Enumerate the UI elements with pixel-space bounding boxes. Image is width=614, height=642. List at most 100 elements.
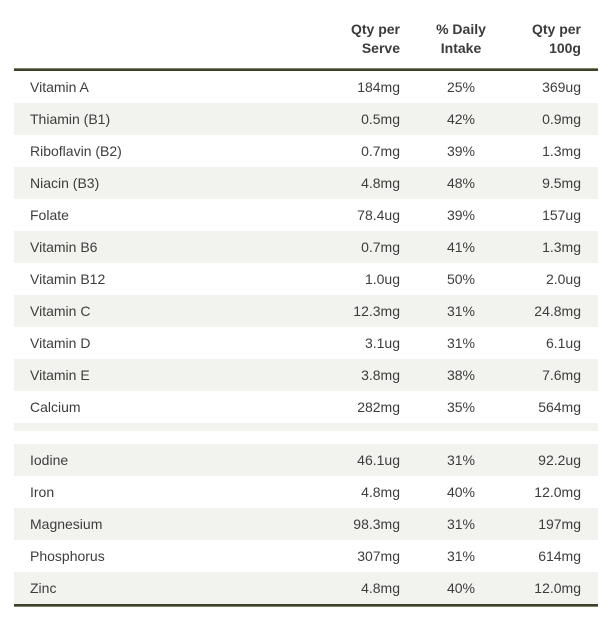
daily-intake: 41% (446, 239, 476, 255)
nutrient-name: Folate (30, 207, 69, 223)
table-row: Vitamin C 12.3mg 31% 24.8mg (14, 295, 598, 327)
table-top-rule (14, 68, 598, 71)
vitamins-table: Vitamin A 184mg 25% 369ug Thiamin (B1) 0… (14, 71, 598, 431)
qty-per-serve: 307mg (357, 548, 400, 564)
spacer-cell (14, 423, 598, 431)
minerals-table: Iodine 46.1ug 31% 92.2ug Iron 4.8mg 40% … (14, 444, 598, 604)
daily-intake: 42% (446, 111, 476, 127)
daily-intake: 31% (446, 335, 476, 351)
qty-per-serve: 3.1ug (364, 335, 400, 351)
qty-per-100g: 157ug (542, 207, 581, 223)
header-line: % Daily (436, 21, 486, 37)
table-row: Folate 78.4ug 39% 157ug (14, 199, 598, 231)
daily-intake: 39% (446, 143, 476, 159)
qty-per-serve: 282mg (357, 399, 400, 415)
qty-per-serve: 78.4ug (357, 207, 400, 223)
nutrient-name: Vitamin B12 (30, 271, 106, 287)
table-row: Iodine 46.1ug 31% 92.2ug (14, 444, 598, 476)
daily-intake: 31% (446, 548, 476, 564)
nutrient-name: Niacin (B3) (30, 175, 100, 191)
qty-per-serve: 12.3mg (353, 303, 400, 319)
nutrient-name: Thiamin (B1) (30, 111, 111, 127)
header-line: Qty per (531, 21, 581, 37)
table-row: Vitamin E 3.8mg 38% 7.6mg (14, 359, 598, 391)
table-row: Riboflavin (B2) 0.7mg 39% 1.3mg (14, 135, 598, 167)
daily-intake: 50% (446, 271, 476, 287)
daily-intake: 48% (446, 175, 476, 191)
nutrient-name: Vitamin D (30, 335, 91, 351)
qty-per-100g: 2.0ug (545, 271, 581, 287)
header-line: 100g (549, 40, 581, 56)
qty-per-serve: 0.5mg (361, 111, 400, 127)
qty-per-100g: 12.0mg (534, 484, 581, 500)
daily-intake: 31% (446, 303, 476, 319)
qty-per-serve: 184mg (357, 79, 400, 95)
header-line: Serve (361, 40, 400, 56)
section-gap (14, 431, 598, 444)
nutrient-name: Phosphorus (30, 548, 105, 564)
qty-per-100g: 24.8mg (534, 303, 581, 319)
qty-per-100g: 197mg (538, 516, 581, 532)
daily-intake: 35% (446, 399, 476, 415)
qty-per-100g: 92.2ug (538, 452, 581, 468)
table-bottom-rule (14, 604, 598, 607)
nutrient-name: Iron (30, 484, 55, 500)
daily-intake: 39% (446, 207, 476, 223)
table-row: Thiamin (B1) 0.5mg 42% 0.9mg (14, 103, 598, 135)
empty-spacer-row (14, 423, 598, 431)
qty-per-serve: 4.8mg (361, 484, 400, 500)
nutrient-name: Vitamin C (30, 303, 91, 319)
qty-per-100g: 1.3mg (542, 239, 581, 255)
table-row: Iron 4.8mg 40% 12.0mg (14, 476, 598, 508)
qty-per-100g: 6.1ug (545, 335, 581, 351)
nutrient-name: Riboflavin (B2) (30, 143, 122, 159)
qty-per-serve: 98.3mg (353, 516, 400, 532)
daily-intake: 25% (446, 79, 476, 95)
nutrient-name: Vitamin E (30, 367, 90, 383)
qty-per-100g: 9.5mg (542, 175, 581, 191)
daily-intake: 38% (446, 367, 476, 383)
qty-per-100g: 7.6mg (542, 367, 581, 383)
column-header-qty-per-serve: Qty per Serve (321, 20, 416, 68)
table-row: Zinc 4.8mg 40% 12.0mg (14, 572, 598, 604)
nutrient-name: Calcium (30, 399, 81, 415)
qty-per-100g: 614mg (538, 548, 581, 564)
daily-intake: 31% (446, 452, 476, 468)
table-row: Magnesium 98.3mg 31% 197mg (14, 508, 598, 540)
header-blank-cell (14, 20, 321, 68)
qty-per-serve: 0.7mg (361, 239, 400, 255)
daily-intake: 31% (446, 516, 476, 532)
nutrient-name: Vitamin B6 (30, 239, 98, 255)
table-row: Vitamin B12 1.0ug 50% 2.0ug (14, 263, 598, 295)
nutrient-name: Zinc (30, 580, 57, 596)
qty-per-100g: 12.0mg (534, 580, 581, 596)
qty-per-serve: 4.8mg (361, 175, 400, 191)
table-row: Vitamin D 3.1ug 31% 6.1ug (14, 327, 598, 359)
daily-intake: 40% (446, 580, 476, 596)
table-row: Vitamin A 184mg 25% 369ug (14, 71, 598, 103)
table-row: Niacin (B3) 4.8mg 48% 9.5mg (14, 167, 598, 199)
qty-per-100g: 0.9mg (542, 111, 581, 127)
nutrition-header-table: Qty per Serve % Daily Intake Qty per 100… (14, 20, 598, 68)
nutrition-information-panel: Qty per Serve % Daily Intake Qty per 100… (14, 0, 598, 607)
qty-per-serve: 46.1ug (357, 452, 400, 468)
column-header-qty-per-100g: Qty per 100g (506, 20, 598, 68)
header-line: Intake (440, 40, 482, 56)
nutrient-name: Magnesium (30, 516, 103, 532)
qty-per-100g: 1.3mg (542, 143, 581, 159)
qty-per-serve: 0.7mg (361, 143, 400, 159)
qty-per-100g: 564mg (538, 399, 581, 415)
qty-per-serve: 4.8mg (361, 580, 400, 596)
qty-per-serve: 3.8mg (361, 367, 400, 383)
nutrient-name: Iodine (30, 452, 69, 468)
table-row: Phosphorus 307mg 31% 614mg (14, 540, 598, 572)
header-line: Qty per (350, 21, 400, 37)
column-header-daily-intake: % Daily Intake (416, 20, 506, 68)
table-row: Calcium 282mg 35% 564mg (14, 391, 598, 423)
header-row: Qty per Serve % Daily Intake Qty per 100… (14, 20, 598, 68)
qty-per-serve: 1.0ug (364, 271, 400, 287)
daily-intake: 40% (446, 484, 476, 500)
table-row: Vitamin B6 0.7mg 41% 1.3mg (14, 231, 598, 263)
qty-per-100g: 369ug (542, 79, 581, 95)
